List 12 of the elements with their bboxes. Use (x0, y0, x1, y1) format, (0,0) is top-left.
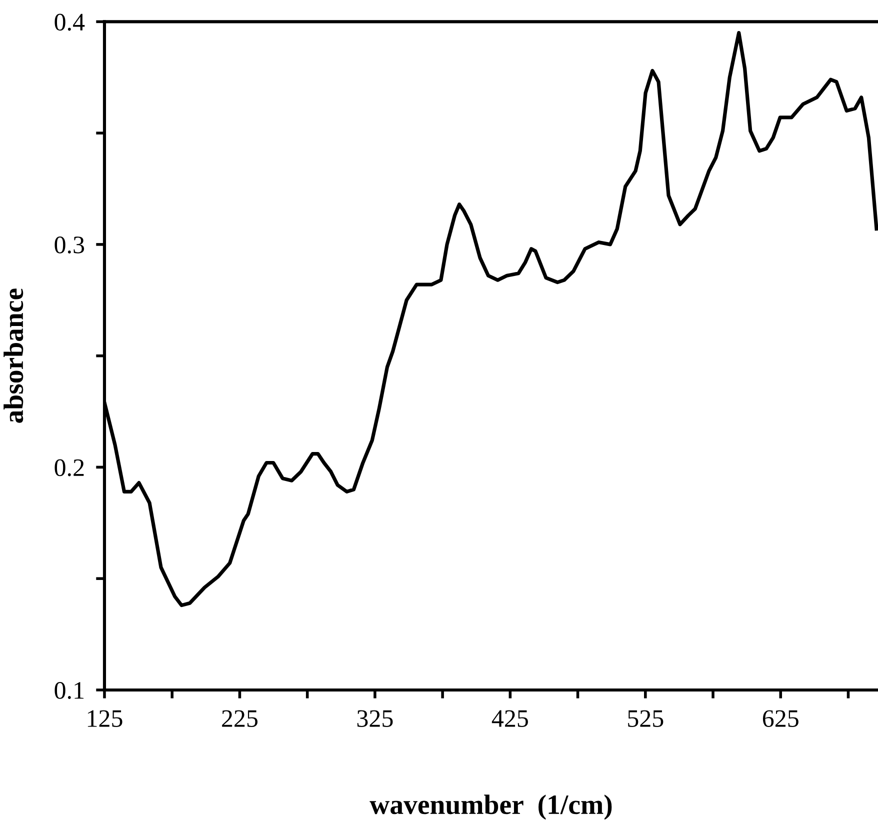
x-tick-label: 125 (88, 710, 122, 728)
x-axis-title: wavenumber (1/cm) (370, 794, 612, 820)
y-tick-label: 0.3 (54, 236, 84, 254)
x-tick-label: 325 (357, 710, 393, 728)
y-axis-title: absorbance (4, 288, 24, 423)
y-tick-label: 0.4 (54, 14, 85, 31)
y-tick-label: 0.2 (54, 459, 84, 476)
x-tick-label: 525 (628, 710, 664, 728)
x-tick-label: 425 (492, 710, 528, 728)
y-tick-label: 0.1 (54, 682, 84, 699)
x-tick-label: 225 (222, 710, 258, 728)
x-tick-label: 625 (762, 710, 798, 728)
